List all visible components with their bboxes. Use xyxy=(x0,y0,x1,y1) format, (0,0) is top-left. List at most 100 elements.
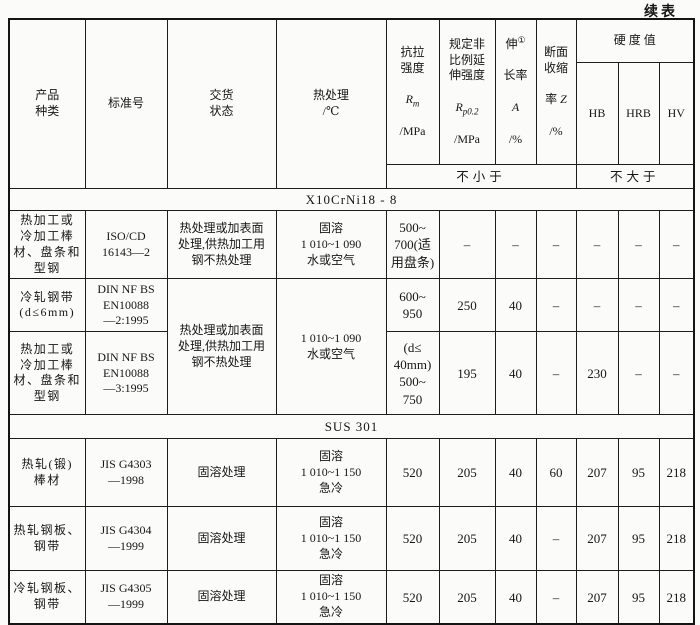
cell-hv: – xyxy=(658,278,695,333)
proof-strength-unit: /MPa xyxy=(453,131,480,146)
cell-reduction: – xyxy=(535,331,577,416)
cell-delivery-state: 固溶处理 xyxy=(166,506,277,572)
cell-standard-no: DIN NF BS EN10088 —3:1995 xyxy=(84,331,168,416)
cell-elongation: 40 xyxy=(494,278,537,333)
col-header-elongation: 伸① 长率 A /% xyxy=(494,18,537,166)
elongation-unit: /% xyxy=(508,131,523,146)
cell-product-type: 热加工或 冷加工棒 材、盘条和 型钢 xyxy=(8,210,86,280)
cell-tensile-strength: 520 xyxy=(385,570,440,625)
cell-proof-strength: 195 xyxy=(438,331,496,416)
grade-label-sus301: SUS 301 xyxy=(8,414,695,440)
cell-hrb: – xyxy=(617,210,660,280)
cell-delivery-state: 热处理或加表面 处理,供热加工用 钢不热处理 xyxy=(166,210,277,280)
tensile-strength-unit: /MPa xyxy=(399,123,426,138)
cell-proof-strength: 250 xyxy=(438,278,496,333)
continued-table-label: 续表 xyxy=(644,5,678,20)
cell-reduction: – xyxy=(535,278,577,333)
cell-product-type: 热轧钢板、 钢带 xyxy=(8,506,86,572)
cell-reduction: – xyxy=(535,210,577,280)
cell-tensile-strength: 520 xyxy=(385,506,440,572)
cell-reduction: – xyxy=(535,506,577,572)
reduction-label: 断面 收缩 xyxy=(543,44,568,75)
cell-tensile-strength: 500~ 700(适 用盘条) xyxy=(385,210,440,280)
cell-hv: 218 xyxy=(658,506,695,572)
table-row: 热加工或 冷加工棒 材、盘条和 型钢 ISO/CD 16143—2 热处理或加表… xyxy=(8,210,695,280)
elongation-label-line1: 伸① xyxy=(505,34,526,51)
table-header-row: HB HRB HV xyxy=(9,61,695,166)
table-row: 冷轧钢板、 钢带 JIS G4305 —1999 固溶处理 固溶 1 010~1… xyxy=(8,570,695,625)
cell-hv: – xyxy=(658,331,695,416)
cell-elongation: 40 xyxy=(494,506,537,572)
cell-proof-strength: 205 xyxy=(438,570,496,625)
cell-heat-treatment: 固溶 1 010~1 150 急冷 xyxy=(275,506,387,572)
cell-elongation: 40 xyxy=(494,438,537,508)
cell-standard-no: JIS G4303 —1998 xyxy=(84,438,168,508)
col-header-hrb: HRB xyxy=(617,61,660,166)
cell-hv: – xyxy=(658,210,695,280)
elongation-symbol: A xyxy=(511,100,520,115)
cell-hrb: 95 xyxy=(617,570,660,625)
col-header-hb: HB xyxy=(575,61,619,166)
reduction-label-symbol-line: 率 Z xyxy=(545,92,567,107)
cell-reduction: 60 xyxy=(535,438,577,508)
cell-tensile-strength: (d≤ 40mm) 500~ 750 xyxy=(385,331,440,416)
cell-delivery-state-merged: 热处理或加表面 处理,供热加工用 钢不热处理 xyxy=(166,278,277,416)
cell-elongation: 40 xyxy=(494,570,537,625)
cell-standard-no: JIS G4305 —1999 xyxy=(84,570,168,625)
cell-proof-strength: – xyxy=(438,210,496,280)
cell-tensile-strength: 600~ 950 xyxy=(385,278,440,333)
cell-proof-strength: 205 xyxy=(438,506,496,572)
cell-hb: 207 xyxy=(575,570,619,625)
col-header-proof-strength: 规定非 比例延 伸强度 Rp0.2 /MPa xyxy=(438,18,496,166)
grade-label-x10crni18-8: X10CrNi18 - 8 xyxy=(8,188,695,212)
proof-strength-symbol: Rp0.2 xyxy=(455,100,479,117)
cell-proof-strength: 205 xyxy=(438,438,496,508)
cell-delivery-state: 固溶处理 xyxy=(166,570,277,625)
cell-heat-treatment: 固溶 1 010~1 150 急冷 xyxy=(275,438,387,508)
table-row: 热轧(锻) 棒材 JIS G4303 —1998 固溶处理 固溶 1 010~1… xyxy=(8,438,695,508)
cell-elongation: 40 xyxy=(494,331,537,416)
cell-product-type: 冷轧钢板、 钢带 xyxy=(8,570,86,625)
cell-elongation: – xyxy=(494,210,537,280)
table-row: 冷轧钢带 (d≤6mm) DIN NF BS EN10088 —2:1995 热… xyxy=(8,278,695,416)
tensile-strength-symbol: Rm xyxy=(405,92,420,109)
cell-standard-no: DIN NF BS EN10088 —2:1995 xyxy=(84,278,168,333)
footnote-1-marker: ① xyxy=(517,34,526,45)
grade-band-row: SUS 301 xyxy=(8,414,695,440)
cell-hrb: – xyxy=(617,278,660,333)
cell-hb: – xyxy=(575,278,619,333)
cell-hb: 230 xyxy=(575,331,619,416)
col-header-heat-treatment: 热处理 /℃ xyxy=(275,18,387,190)
table-header-row: 产品 种类 标准号 交货 状态 热处理 /℃ 抗拉 强度 Rm /MPa 规定非… xyxy=(8,18,695,190)
col-header-delivery-state: 交货 状态 xyxy=(166,18,277,190)
cell-heat-treatment-merged: 1 010~1 090 水或空气 xyxy=(275,278,387,416)
not-greater-than-label: 不大于 xyxy=(575,164,695,190)
cell-product-type: 热加工或 冷加工棒 材、盘条和 型钢 xyxy=(8,331,86,416)
col-header-reduction-of-area: 断面 收缩 率 Z /% xyxy=(535,18,577,166)
not-less-than-label: 不小于 xyxy=(385,164,577,190)
col-header-hv: HV xyxy=(658,61,695,166)
cell-hb: – xyxy=(575,210,619,280)
table-row: 热加工或 冷加工棒 材、盘条和 型钢 DIN NF BS EN10088 —3:… xyxy=(8,331,695,416)
cell-hb: 207 xyxy=(575,438,619,508)
col-header-product-type: 产品 种类 xyxy=(8,18,86,190)
cell-hv: 218 xyxy=(658,570,695,625)
tensile-strength-label: 抗拉 强度 xyxy=(400,44,425,75)
cell-heat-treatment: 固溶 1 010~1 150 急冷 xyxy=(275,570,387,625)
cell-reduction: – xyxy=(535,570,577,625)
table-row: 热轧钢板、 钢带 JIS G4304 —1999 固溶处理 固溶 1 010~1… xyxy=(8,506,695,572)
cell-standard-no: JIS G4304 —1999 xyxy=(84,506,168,572)
elongation-label-line2: 长率 xyxy=(503,68,528,83)
proof-strength-label: 规定非 比例延 伸强度 xyxy=(448,36,485,83)
col-header-hardness-group: 硬 度 值 xyxy=(575,18,695,63)
cell-hv: 218 xyxy=(658,438,695,508)
reduction-unit: /% xyxy=(549,123,563,138)
cell-heat-treatment: 固溶 1 010~1 090 水或空气 xyxy=(275,210,387,280)
cell-tensile-strength: 520 xyxy=(385,438,440,508)
cell-product-type: 冷轧钢带 (d≤6mm) xyxy=(8,278,86,333)
cell-product-type: 热轧(锻) 棒材 xyxy=(8,438,86,508)
cell-hrb: – xyxy=(617,331,660,416)
cell-delivery-state: 固溶处理 xyxy=(166,438,277,508)
col-header-standard-no: 标准号 xyxy=(84,18,168,190)
cell-hrb: 95 xyxy=(617,438,660,508)
